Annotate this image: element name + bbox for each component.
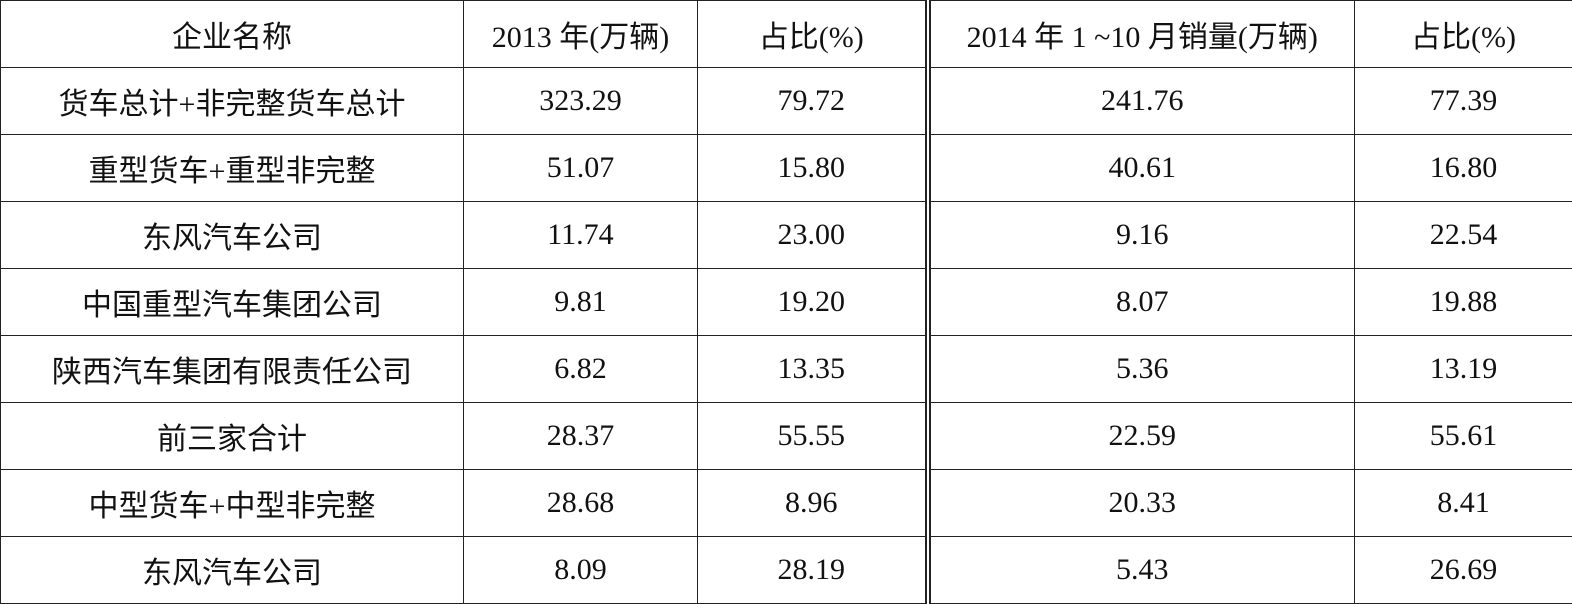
cell: 8.07 [928,269,1355,336]
cell: 20.33 [928,470,1355,537]
row-label: 东风汽车公司 [1,537,464,604]
row-label: 陕西汽车集团有限责任公司 [1,336,464,403]
row-label: 企业名称 [1,1,464,68]
cell: 15.80 [698,135,928,202]
cell: 22.59 [928,403,1355,470]
cell: 9.16 [928,202,1355,269]
cell: 8.09 [464,537,698,604]
cell: 79.72 [698,68,928,135]
cell: 40.61 [928,135,1355,202]
cell: 2014 年 1 ~10 月销量(万辆) [928,1,1355,68]
cell: 5.36 [928,336,1355,403]
cell: 11.74 [464,202,698,269]
row-label: 货车总计+非完整货车总计 [1,68,464,135]
row-label: 重型货车+重型非完整 [1,135,464,202]
cell: 19.20 [698,269,928,336]
cell: 323.29 [464,68,698,135]
cell: 55.61 [1355,403,1572,470]
cell: 5.43 [928,537,1355,604]
cell: 23.00 [698,202,928,269]
cell: 8.96 [698,470,928,537]
cell: 2013 年(万辆) [464,1,698,68]
cell: 28.37 [464,403,698,470]
cell: 55.55 [698,403,928,470]
row-label: 中国重型汽车集团公司 [1,269,464,336]
cell: 28.68 [464,470,698,537]
cell: 13.35 [698,336,928,403]
row-label: 中型货车+中型非完整 [1,470,464,537]
cell: 77.39 [1355,68,1572,135]
cell: 51.07 [464,135,698,202]
cell: 占比(%) [1355,1,1572,68]
row-label: 东风汽车公司 [1,202,464,269]
cell: 占比(%) [698,1,928,68]
cell: 6.82 [464,336,698,403]
cell: 13.19 [1355,336,1572,403]
cell: 26.69 [1355,537,1572,604]
cell: 28.19 [698,537,928,604]
cell: 241.76 [928,68,1355,135]
cell: 22.54 [1355,202,1572,269]
cell: 8.41 [1355,470,1572,537]
cell: 16.80 [1355,135,1572,202]
cell: 9.81 [464,269,698,336]
row-label: 前三家合计 [1,403,464,470]
cell: 19.88 [1355,269,1572,336]
